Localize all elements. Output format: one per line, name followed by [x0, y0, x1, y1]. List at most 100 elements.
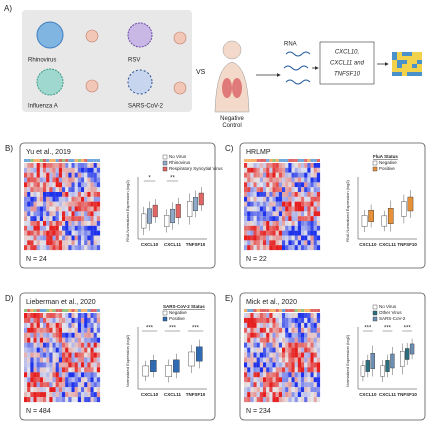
heat-cell — [250, 332, 254, 338]
heat-cell — [253, 352, 257, 358]
heat-cell — [256, 225, 260, 231]
heat-cell — [266, 163, 270, 168]
heat-cell — [307, 313, 311, 319]
heat-cell — [27, 177, 31, 183]
heat-cell — [253, 245, 257, 251]
heat-cell — [291, 196, 295, 202]
heat-cell — [259, 322, 264, 328]
gene-text: CXCL11 and — [330, 61, 365, 67]
heat-cell — [87, 317, 91, 323]
heat-cell — [259, 206, 264, 212]
heat-cell — [84, 245, 88, 251]
heat-cell — [247, 230, 251, 236]
heat-cell — [269, 182, 273, 188]
heat-cell — [27, 377, 31, 383]
heat-cell — [304, 392, 308, 398]
heat-cell — [71, 192, 75, 197]
heat-cell — [68, 342, 72, 348]
heat-cell — [96, 397, 101, 403]
annotation-cell — [71, 159, 75, 162]
annotation-cell — [250, 309, 254, 312]
heat-cell — [294, 377, 298, 383]
heat-cell — [68, 192, 72, 197]
annotation-cell — [256, 309, 260, 312]
heat-cell — [65, 317, 69, 323]
heat-cell — [275, 216, 279, 222]
heat-cell — [288, 362, 292, 368]
heat-cell — [250, 377, 254, 383]
heat-cell — [43, 342, 47, 348]
heat-cell — [39, 387, 44, 393]
heat-cell — [96, 382, 101, 388]
heat-cell — [407, 60, 412, 64]
category-label: CXCL11 — [164, 392, 182, 397]
heat-cell — [39, 327, 44, 333]
heat-cell — [316, 201, 321, 207]
box — [187, 200, 193, 218]
heat-cell — [24, 192, 28, 197]
category-label: CXCL10 — [141, 242, 159, 247]
heat-cell — [253, 177, 257, 183]
heat-cell — [62, 211, 66, 217]
heat-cell — [272, 225, 276, 231]
heat-cell — [58, 221, 63, 226]
heat-cell — [301, 245, 305, 251]
heat-cell — [272, 245, 276, 251]
heat-cell — [417, 56, 422, 60]
heat-cell — [282, 362, 286, 368]
heat-cell — [58, 397, 63, 403]
annotation-cell — [77, 309, 81, 312]
heat-cell — [55, 187, 59, 193]
heat-cell — [36, 225, 40, 231]
heat-cell — [266, 397, 270, 403]
heat-cell — [269, 221, 273, 226]
heat-cell — [250, 313, 254, 319]
heat-cell — [36, 240, 40, 246]
heat-cell — [291, 392, 295, 398]
heat-cell — [250, 342, 254, 348]
heat-cell — [84, 342, 88, 348]
heat-cell — [282, 167, 286, 173]
heat-cell — [84, 332, 88, 338]
heat-cell — [266, 235, 270, 241]
heat-cell — [291, 342, 295, 348]
heat-cell — [313, 382, 317, 388]
heat-cell — [58, 163, 63, 168]
heat-cell — [68, 196, 72, 202]
heat-cell — [259, 352, 264, 358]
heat-cell — [294, 182, 298, 188]
heat-cell — [244, 225, 248, 231]
heat-cell — [269, 357, 273, 363]
heat-cell — [24, 225, 28, 231]
legend-label: Negative — [169, 310, 187, 315]
heat-cell — [43, 206, 47, 212]
heat-cell — [52, 182, 56, 188]
heat-cell — [81, 347, 85, 353]
heat-cell — [71, 317, 75, 323]
heat-cell — [291, 357, 295, 363]
heat-cell — [81, 245, 85, 251]
heat-cell — [250, 177, 254, 183]
heat-cell — [269, 382, 273, 388]
annotation-cell — [310, 159, 314, 162]
heat-cell — [30, 392, 34, 398]
category-label: CXCL10 — [359, 242, 377, 247]
heat-cell — [36, 367, 40, 373]
heat-cell — [297, 235, 302, 241]
heat-cell — [294, 357, 298, 363]
annotation-cell — [36, 159, 40, 162]
heat-cell — [294, 187, 298, 193]
heat-cell — [291, 201, 295, 207]
box — [407, 196, 414, 212]
heat-cell — [417, 68, 422, 72]
heat-cell — [65, 177, 69, 183]
heat-cell — [81, 382, 85, 388]
heat-cell — [71, 172, 75, 178]
heat-cell — [256, 357, 260, 363]
heat-cell — [272, 327, 276, 333]
heat-cell — [33, 397, 37, 403]
annotation-cell — [87, 159, 91, 162]
heat-cell — [272, 201, 276, 207]
heat-cell — [58, 362, 63, 368]
heat-cell — [272, 216, 276, 222]
